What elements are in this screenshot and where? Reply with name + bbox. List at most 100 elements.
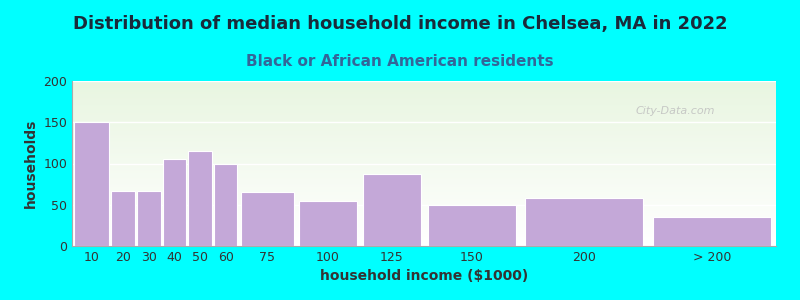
Bar <box>72 123 776 124</box>
Bar <box>72 87 776 88</box>
Bar <box>72 167 776 168</box>
Bar <box>72 209 776 210</box>
Bar <box>72 163 776 164</box>
Bar <box>72 199 776 200</box>
Bar <box>72 119 776 120</box>
Bar <box>72 83 776 84</box>
Bar <box>72 110 776 111</box>
Bar <box>72 155 776 156</box>
Bar <box>72 188 776 189</box>
Bar <box>72 216 776 217</box>
X-axis label: household income ($1000): household income ($1000) <box>320 269 528 284</box>
Bar <box>72 111 776 112</box>
Bar <box>72 90 776 91</box>
Bar <box>72 143 776 144</box>
Bar <box>72 128 776 129</box>
Bar <box>72 224 776 225</box>
Bar <box>72 208 776 209</box>
Bar <box>72 154 776 155</box>
Bar <box>72 153 776 154</box>
Bar <box>72 135 776 136</box>
Bar <box>72 201 776 202</box>
Bar <box>72 156 776 157</box>
Bar <box>72 205 776 206</box>
Bar <box>72 166 776 167</box>
Bar <box>72 198 776 199</box>
Bar <box>72 117 776 118</box>
Bar <box>72 189 776 190</box>
Bar <box>72 196 776 197</box>
Bar <box>72 210 776 211</box>
Bar <box>525 198 643 246</box>
Bar <box>72 140 776 141</box>
Bar <box>72 162 776 163</box>
Bar <box>72 126 776 127</box>
Bar <box>72 136 776 137</box>
Bar <box>72 129 776 130</box>
Bar <box>72 227 776 228</box>
Bar <box>72 122 776 123</box>
Bar <box>72 186 776 187</box>
Bar <box>72 142 776 143</box>
Bar <box>72 104 776 105</box>
Bar <box>72 218 776 219</box>
Bar <box>72 213 776 214</box>
Bar <box>72 177 776 178</box>
Bar <box>72 112 776 113</box>
Bar <box>72 178 776 179</box>
Bar <box>72 84 776 85</box>
Bar <box>72 118 776 119</box>
Bar <box>214 164 238 246</box>
Bar <box>72 234 776 235</box>
Text: Distribution of median household income in Chelsea, MA in 2022: Distribution of median household income … <box>73 15 727 33</box>
Bar <box>72 236 776 237</box>
Bar <box>72 238 776 239</box>
Bar <box>72 202 776 203</box>
Bar <box>72 141 776 142</box>
Bar <box>72 211 776 212</box>
Bar <box>72 220 776 221</box>
Bar <box>72 124 776 125</box>
Bar <box>72 138 776 139</box>
Bar <box>72 197 776 198</box>
Bar <box>72 125 776 126</box>
Bar <box>72 114 776 115</box>
Bar <box>137 191 161 246</box>
Bar <box>72 116 776 117</box>
Bar <box>72 130 776 131</box>
Bar <box>72 98 776 99</box>
Bar <box>72 159 776 160</box>
Bar <box>72 133 776 134</box>
Bar <box>72 109 776 110</box>
Bar <box>72 160 776 161</box>
Bar <box>72 105 776 106</box>
Bar <box>111 191 135 246</box>
Bar <box>72 214 776 215</box>
Bar <box>72 180 776 181</box>
Bar <box>74 122 109 246</box>
Bar <box>72 240 776 241</box>
Bar <box>72 151 776 152</box>
Bar <box>72 144 776 145</box>
Bar <box>72 168 776 169</box>
Bar <box>72 171 776 172</box>
Bar <box>72 152 776 153</box>
Bar <box>72 102 776 103</box>
Bar <box>72 165 776 166</box>
Bar <box>72 147 776 148</box>
Bar <box>72 231 776 232</box>
Bar <box>72 91 776 92</box>
Bar <box>72 223 776 224</box>
Bar <box>72 99 776 100</box>
Bar <box>72 225 776 226</box>
Bar <box>72 94 776 95</box>
Bar <box>72 230 776 231</box>
Bar <box>72 229 776 230</box>
Bar <box>72 195 776 196</box>
Y-axis label: households: households <box>24 119 38 208</box>
Bar <box>72 183 776 184</box>
Bar <box>72 81 776 82</box>
Bar <box>72 222 776 223</box>
Bar <box>72 101 776 102</box>
Bar <box>72 106 776 107</box>
